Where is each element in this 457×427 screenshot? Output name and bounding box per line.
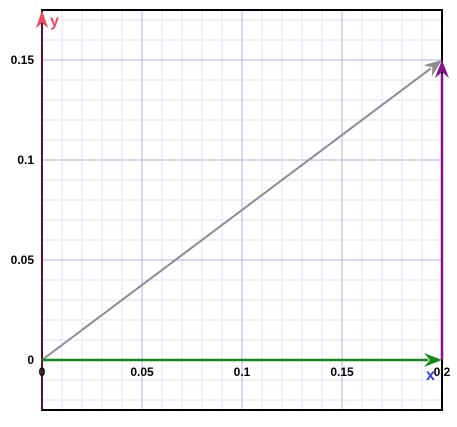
vector-arrow <box>41 60 442 361</box>
vector-arrow <box>435 60 449 360</box>
x-tick-label: 0.2 <box>434 365 451 379</box>
y-tick-label: 0.05 <box>11 253 35 267</box>
y-tick-label: 0.15 <box>11 53 35 67</box>
x-tick-labels: 0 0.05 0.1 0.15 0.2 <box>39 365 451 379</box>
x-tick-label: 0.1 <box>234 365 251 379</box>
y-axis-label: y <box>50 13 59 30</box>
y-tick-labels: 0 0.05 0.1 0.15 <box>11 53 35 367</box>
x-tick-label: 0.05 <box>130 365 154 379</box>
vector-arrow-head <box>423 60 442 77</box>
x-axis-label: x <box>426 367 435 384</box>
vector-arrow-head <box>435 60 449 78</box>
y-tick-label: 0.1 <box>17 153 34 167</box>
vectors <box>41 60 449 367</box>
x-tick-label: 0 <box>39 365 46 379</box>
vector-arrow <box>42 353 442 367</box>
axes <box>36 10 48 410</box>
vector-arrow-head <box>424 353 442 367</box>
vector-arrow-shaft <box>41 67 432 361</box>
y-axis-arrowhead <box>36 10 48 28</box>
x-tick-label: 0.15 <box>330 365 354 379</box>
y-tick-label: 0 <box>27 353 34 367</box>
